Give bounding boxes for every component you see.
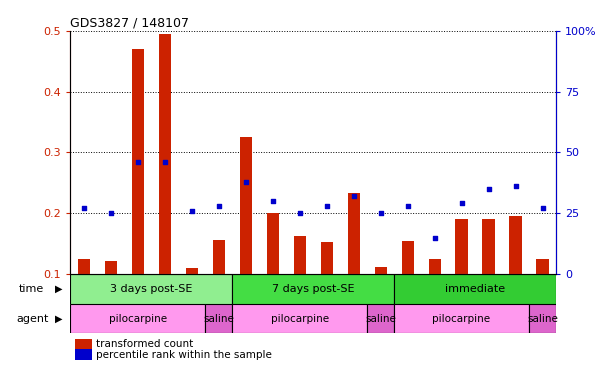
Text: immediate: immediate xyxy=(445,284,505,294)
Bar xyxy=(78,259,90,274)
Bar xyxy=(213,240,225,274)
Point xyxy=(187,208,197,214)
Point xyxy=(133,159,142,165)
Bar xyxy=(240,137,252,274)
Bar xyxy=(186,268,198,274)
Bar xyxy=(455,219,467,274)
Text: pilocarpine: pilocarpine xyxy=(109,314,167,324)
Bar xyxy=(401,240,414,274)
Text: agent: agent xyxy=(16,314,49,324)
Bar xyxy=(266,213,279,274)
Point xyxy=(376,210,386,216)
Text: saline: saline xyxy=(527,314,558,324)
Text: GDS3827 / 148107: GDS3827 / 148107 xyxy=(70,17,189,30)
Text: transformed count: transformed count xyxy=(95,339,193,349)
Bar xyxy=(394,304,529,333)
Bar xyxy=(159,34,171,274)
Bar xyxy=(348,193,360,274)
Point xyxy=(268,198,277,204)
Point xyxy=(106,210,115,216)
Text: time: time xyxy=(18,284,43,294)
Text: ▶: ▶ xyxy=(55,284,62,294)
Bar xyxy=(104,261,117,274)
Point xyxy=(241,179,251,185)
Point xyxy=(538,205,547,212)
Text: percentile rank within the sample: percentile rank within the sample xyxy=(95,349,271,359)
Bar xyxy=(321,242,333,274)
Point xyxy=(349,193,359,199)
Bar xyxy=(75,339,92,349)
Bar xyxy=(375,267,387,274)
Bar xyxy=(205,304,232,333)
Point xyxy=(322,203,332,209)
Bar xyxy=(131,49,144,274)
Point xyxy=(430,235,439,241)
Point xyxy=(456,200,466,207)
Bar xyxy=(536,260,549,274)
Bar xyxy=(394,274,556,304)
Text: 7 days post-SE: 7 days post-SE xyxy=(272,284,354,294)
Point xyxy=(295,210,304,216)
Point xyxy=(511,184,521,190)
Bar xyxy=(293,236,306,274)
Bar xyxy=(510,216,522,274)
Point xyxy=(79,205,89,212)
Point xyxy=(403,203,412,209)
Bar xyxy=(529,304,556,333)
Text: pilocarpine: pilocarpine xyxy=(271,314,329,324)
Bar xyxy=(75,349,92,360)
Bar xyxy=(232,304,367,333)
Text: ▶: ▶ xyxy=(55,314,62,324)
Text: saline: saline xyxy=(365,314,396,324)
Bar xyxy=(428,259,441,274)
Text: pilocarpine: pilocarpine xyxy=(433,314,491,324)
Point xyxy=(484,186,494,192)
Bar xyxy=(367,304,394,333)
Bar xyxy=(232,274,394,304)
Bar xyxy=(70,304,205,333)
Text: saline: saline xyxy=(203,314,234,324)
Text: 3 days post-SE: 3 days post-SE xyxy=(110,284,192,294)
Bar xyxy=(483,219,495,274)
Point xyxy=(160,159,170,165)
Bar xyxy=(70,274,232,304)
Point xyxy=(214,203,224,209)
